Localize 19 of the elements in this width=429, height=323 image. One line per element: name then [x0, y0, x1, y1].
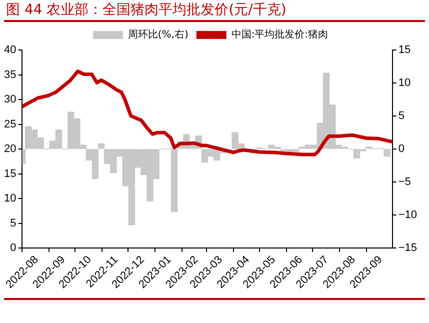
y-tick-label: 15 — [4, 168, 16, 180]
legend-label: 中国:平均批发价:猪肉 — [231, 28, 328, 41]
legend-label: 周环比(%,右) — [128, 28, 188, 41]
y-tick-label: 30 — [4, 94, 16, 106]
y-tick-label: 40 — [4, 44, 16, 56]
chart-title: 图 44 农业部：全国猪肉平均批发价(元/千克) — [4, 0, 425, 22]
y2-tick-label: 0 — [398, 143, 404, 156]
y-tick-label: 10 — [4, 192, 16, 205]
y2-tick-label: 15 — [398, 44, 411, 56]
y2-tick-label: 10 — [398, 77, 411, 90]
y2-tick-label: −10 — [398, 209, 418, 222]
y-tick-label: 20 — [4, 143, 16, 156]
y2-tick-label: 5 — [398, 110, 404, 122]
y-tick-label: 35 — [4, 68, 16, 81]
y2-tick-label: −15 — [398, 242, 418, 254]
y-tick-label: 25 — [4, 118, 16, 130]
y-tick-label: 5 — [10, 217, 16, 230]
y-tick-label: 0 — [10, 242, 16, 254]
y2-tick-label: −5 — [398, 176, 411, 188]
